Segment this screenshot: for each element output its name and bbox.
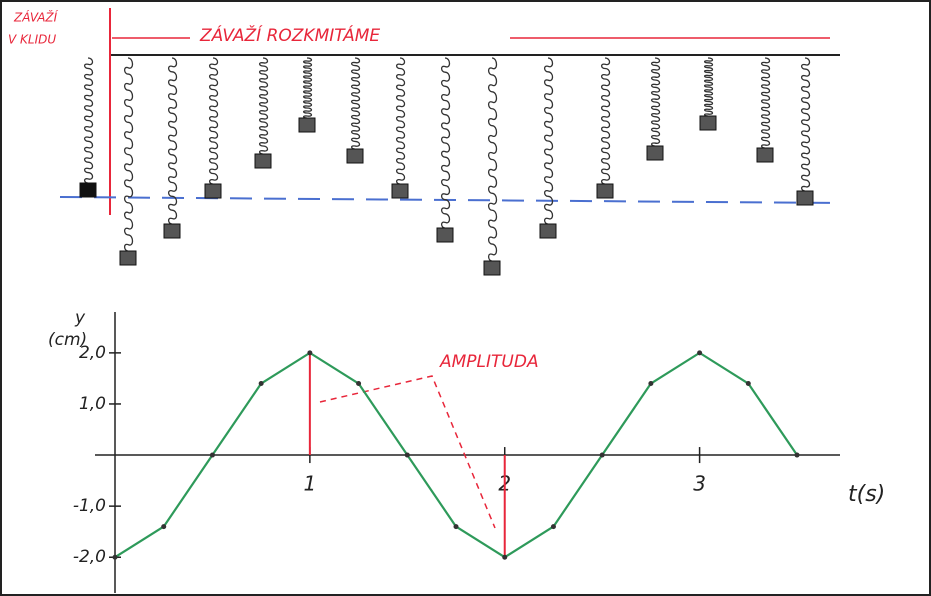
weight: [80, 183, 96, 197]
point: [454, 524, 459, 529]
point: [405, 453, 410, 458]
weight: [540, 224, 556, 238]
weight: [347, 149, 363, 163]
point: [502, 555, 507, 560]
x-tick-label: 1: [303, 472, 316, 496]
point: [307, 350, 312, 355]
rest-label: ZÁVAŽÍ: [13, 10, 59, 25]
y-tick-label: 2,0: [79, 343, 106, 363]
weight: [299, 118, 315, 132]
y-tick-label: -2,0: [73, 547, 106, 567]
x-label: t(s): [848, 482, 885, 507]
point: [648, 381, 653, 386]
point: [697, 350, 702, 355]
annotation: AMPLITUDA: [439, 352, 539, 372]
weight: [164, 224, 180, 238]
weight: [120, 251, 136, 265]
weight: [757, 148, 773, 162]
point: [356, 381, 361, 386]
weight: [797, 191, 813, 205]
point: [210, 453, 215, 458]
frame: [1, 1, 930, 595]
point: [551, 524, 556, 529]
weight: [700, 116, 716, 130]
point: [600, 453, 605, 458]
y-tick-label: -1,0: [73, 496, 106, 516]
point: [795, 453, 800, 458]
weight: [255, 154, 271, 168]
point: [161, 524, 166, 529]
swing-label: ZÁVAŽÍ ROZKMITÁME: [199, 24, 380, 46]
weight: [484, 261, 500, 275]
weight: [647, 146, 663, 160]
point: [113, 555, 118, 560]
point: [259, 381, 264, 386]
page: ZÁVAŽÍ V KLIDU ZÁVAŽÍ ROZKMITÁME y(cm)t(…: [0, 0, 931, 596]
weight: [205, 184, 221, 198]
weight: [392, 184, 408, 198]
y-label: y: [74, 308, 86, 328]
weight: [437, 228, 453, 242]
point: [746, 381, 751, 386]
rest-label: V KLIDU: [8, 33, 56, 47]
weight: [597, 184, 613, 198]
x-tick-label: 3: [693, 472, 706, 496]
y-tick-label: 1,0: [79, 394, 106, 414]
